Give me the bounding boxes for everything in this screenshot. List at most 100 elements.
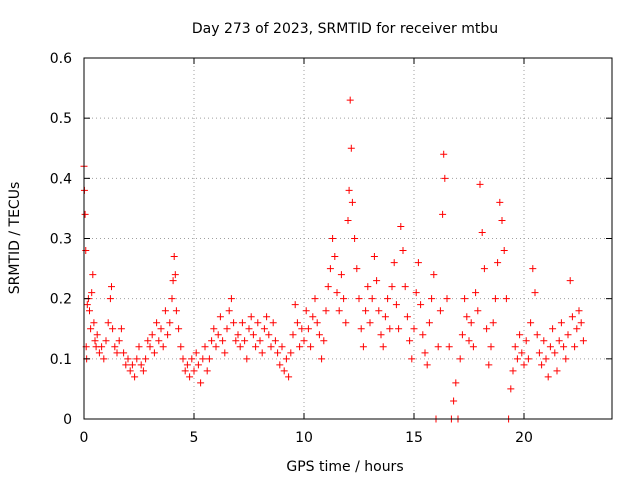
data-point	[216, 313, 224, 321]
data-point	[320, 337, 328, 345]
data-point	[390, 259, 398, 267]
data-point	[364, 283, 372, 291]
data-point	[476, 180, 484, 188]
data-point	[461, 295, 469, 303]
data-point	[357, 325, 365, 333]
data-point	[340, 295, 348, 303]
data-point	[166, 319, 174, 327]
data-point	[274, 349, 282, 357]
data-point	[425, 319, 433, 327]
y-tick-label: 0.1	[50, 352, 72, 368]
data-point	[282, 355, 290, 363]
data-point	[535, 349, 543, 357]
data-point	[538, 361, 546, 369]
data-point	[128, 361, 136, 369]
data-point	[410, 325, 418, 333]
data-point	[269, 319, 277, 327]
data-point	[210, 325, 218, 333]
data-point	[568, 313, 576, 321]
data-point	[197, 379, 205, 387]
data-point	[181, 367, 189, 375]
data-point	[115, 337, 123, 345]
data-point	[498, 216, 506, 224]
data-point	[133, 355, 141, 363]
data-point	[91, 337, 99, 345]
data-point	[311, 295, 319, 303]
data-point	[491, 295, 499, 303]
data-point	[90, 319, 98, 327]
data-point	[511, 343, 519, 351]
data-point	[83, 301, 91, 309]
data-point	[265, 331, 273, 339]
data-point	[309, 313, 317, 321]
data-point	[104, 319, 112, 327]
data-point	[214, 331, 222, 339]
data-point	[564, 331, 572, 339]
data-point	[161, 307, 169, 315]
data-point	[302, 307, 310, 315]
data-point	[293, 319, 301, 327]
data-point	[245, 325, 253, 333]
data-point	[414, 259, 422, 267]
y-tick-label: 0.6	[50, 51, 72, 67]
data-point	[236, 343, 244, 351]
data-point	[243, 355, 251, 363]
data-point	[170, 253, 178, 261]
data-point	[289, 331, 297, 339]
x-tick-label: 0	[80, 430, 89, 446]
data-point	[440, 150, 448, 158]
data-point	[168, 295, 176, 303]
data-point	[441, 174, 449, 182]
data-point	[348, 198, 356, 206]
data-point	[117, 325, 125, 333]
data-points	[80, 96, 587, 423]
data-point	[95, 349, 103, 357]
data-point	[355, 295, 363, 303]
axis-ticks	[83, 57, 612, 420]
data-point	[247, 313, 255, 321]
data-point	[465, 337, 473, 345]
data-point	[472, 289, 480, 297]
y-tick-label: 0.3	[50, 232, 72, 248]
data-point	[445, 343, 453, 351]
y-tick-label: 0.4	[50, 171, 72, 187]
data-point	[313, 319, 321, 327]
data-point	[483, 325, 491, 333]
data-point	[171, 271, 179, 279]
data-point	[480, 265, 488, 273]
data-point	[150, 349, 158, 357]
data-point	[456, 355, 464, 363]
data-point	[566, 277, 574, 285]
data-point	[93, 331, 101, 339]
data-point	[113, 349, 121, 357]
data-point	[344, 216, 352, 224]
data-point	[254, 319, 262, 327]
data-point	[463, 313, 471, 321]
data-point	[487, 343, 495, 351]
data-point	[384, 295, 392, 303]
data-point	[87, 325, 95, 333]
data-point	[571, 343, 579, 351]
data-point	[252, 343, 260, 351]
data-point	[353, 265, 361, 273]
data-point	[111, 343, 119, 351]
data-point	[351, 235, 359, 242]
data-point	[276, 361, 284, 369]
data-point	[88, 289, 96, 297]
x-tick-label: 20	[515, 430, 533, 446]
data-point	[375, 307, 383, 315]
data-point	[188, 355, 196, 363]
data-point	[131, 373, 139, 381]
data-point	[524, 355, 532, 363]
data-point	[100, 355, 108, 363]
data-point	[573, 325, 581, 333]
y-axis-label: SRMTID / TECUs	[7, 182, 23, 295]
data-point	[379, 343, 387, 351]
data-point	[403, 313, 411, 321]
data-point	[399, 247, 407, 255]
data-point	[81, 210, 89, 218]
data-point	[507, 385, 515, 393]
data-point	[238, 319, 246, 327]
data-point	[557, 319, 565, 327]
data-point	[280, 367, 288, 375]
